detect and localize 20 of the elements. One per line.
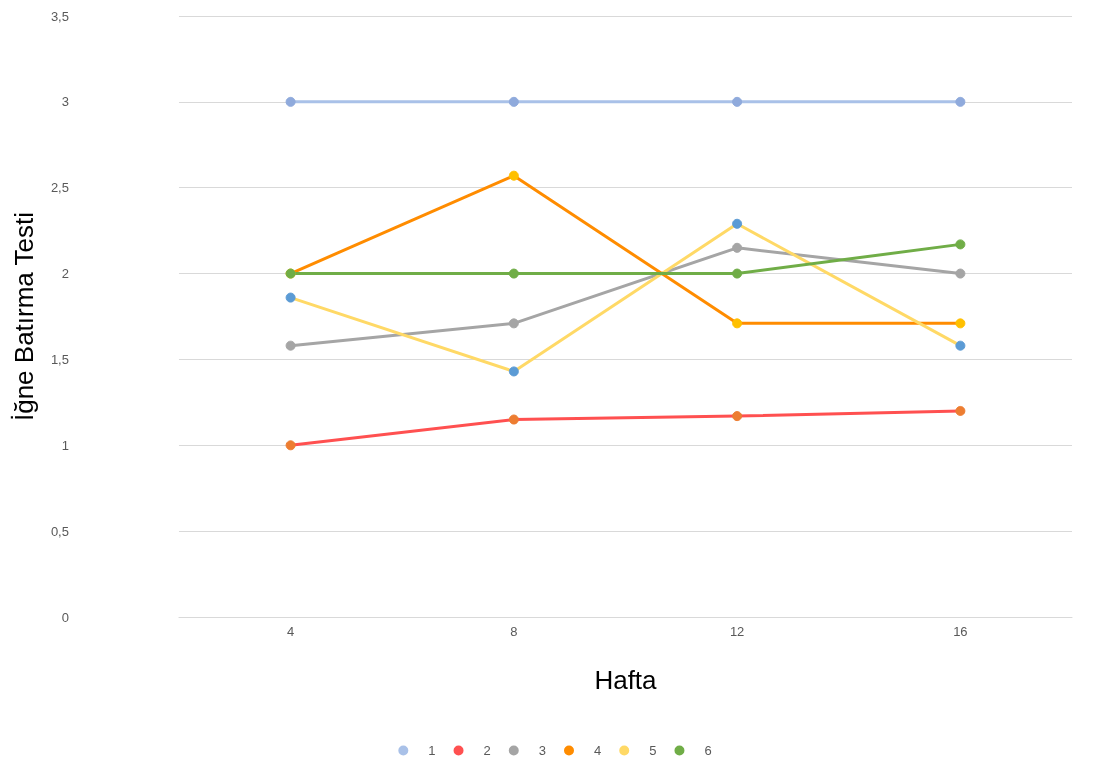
legend-label: 3: [538, 743, 546, 758]
y-tick-label: 0,5: [50, 523, 69, 539]
x-tick-label: 12: [729, 624, 745, 639]
y-axis-title: İğne Batırma Testi: [9, 211, 39, 422]
legend-label: 6: [704, 743, 712, 758]
legend-label: 2: [483, 743, 491, 758]
x-axis-title: Hafta: [594, 665, 658, 695]
legend-label: 4: [594, 743, 602, 758]
legend-label: 1: [428, 743, 436, 758]
y-tick-label: 2: [61, 266, 69, 282]
y-tick-label: 1: [61, 437, 69, 453]
y-tick-label: 2,5: [50, 180, 69, 196]
y-tick-label: 0: [61, 609, 69, 625]
y-tick-label: 3,5: [50, 8, 69, 24]
x-tick-label: 16: [953, 624, 968, 639]
x-tick-label: 8: [510, 624, 518, 639]
legend-label: 5: [649, 743, 657, 758]
y-tick-label: 1,5: [50, 351, 69, 367]
x-tick-label: 4: [286, 624, 295, 639]
y-tick-label: 3: [61, 94, 69, 110]
